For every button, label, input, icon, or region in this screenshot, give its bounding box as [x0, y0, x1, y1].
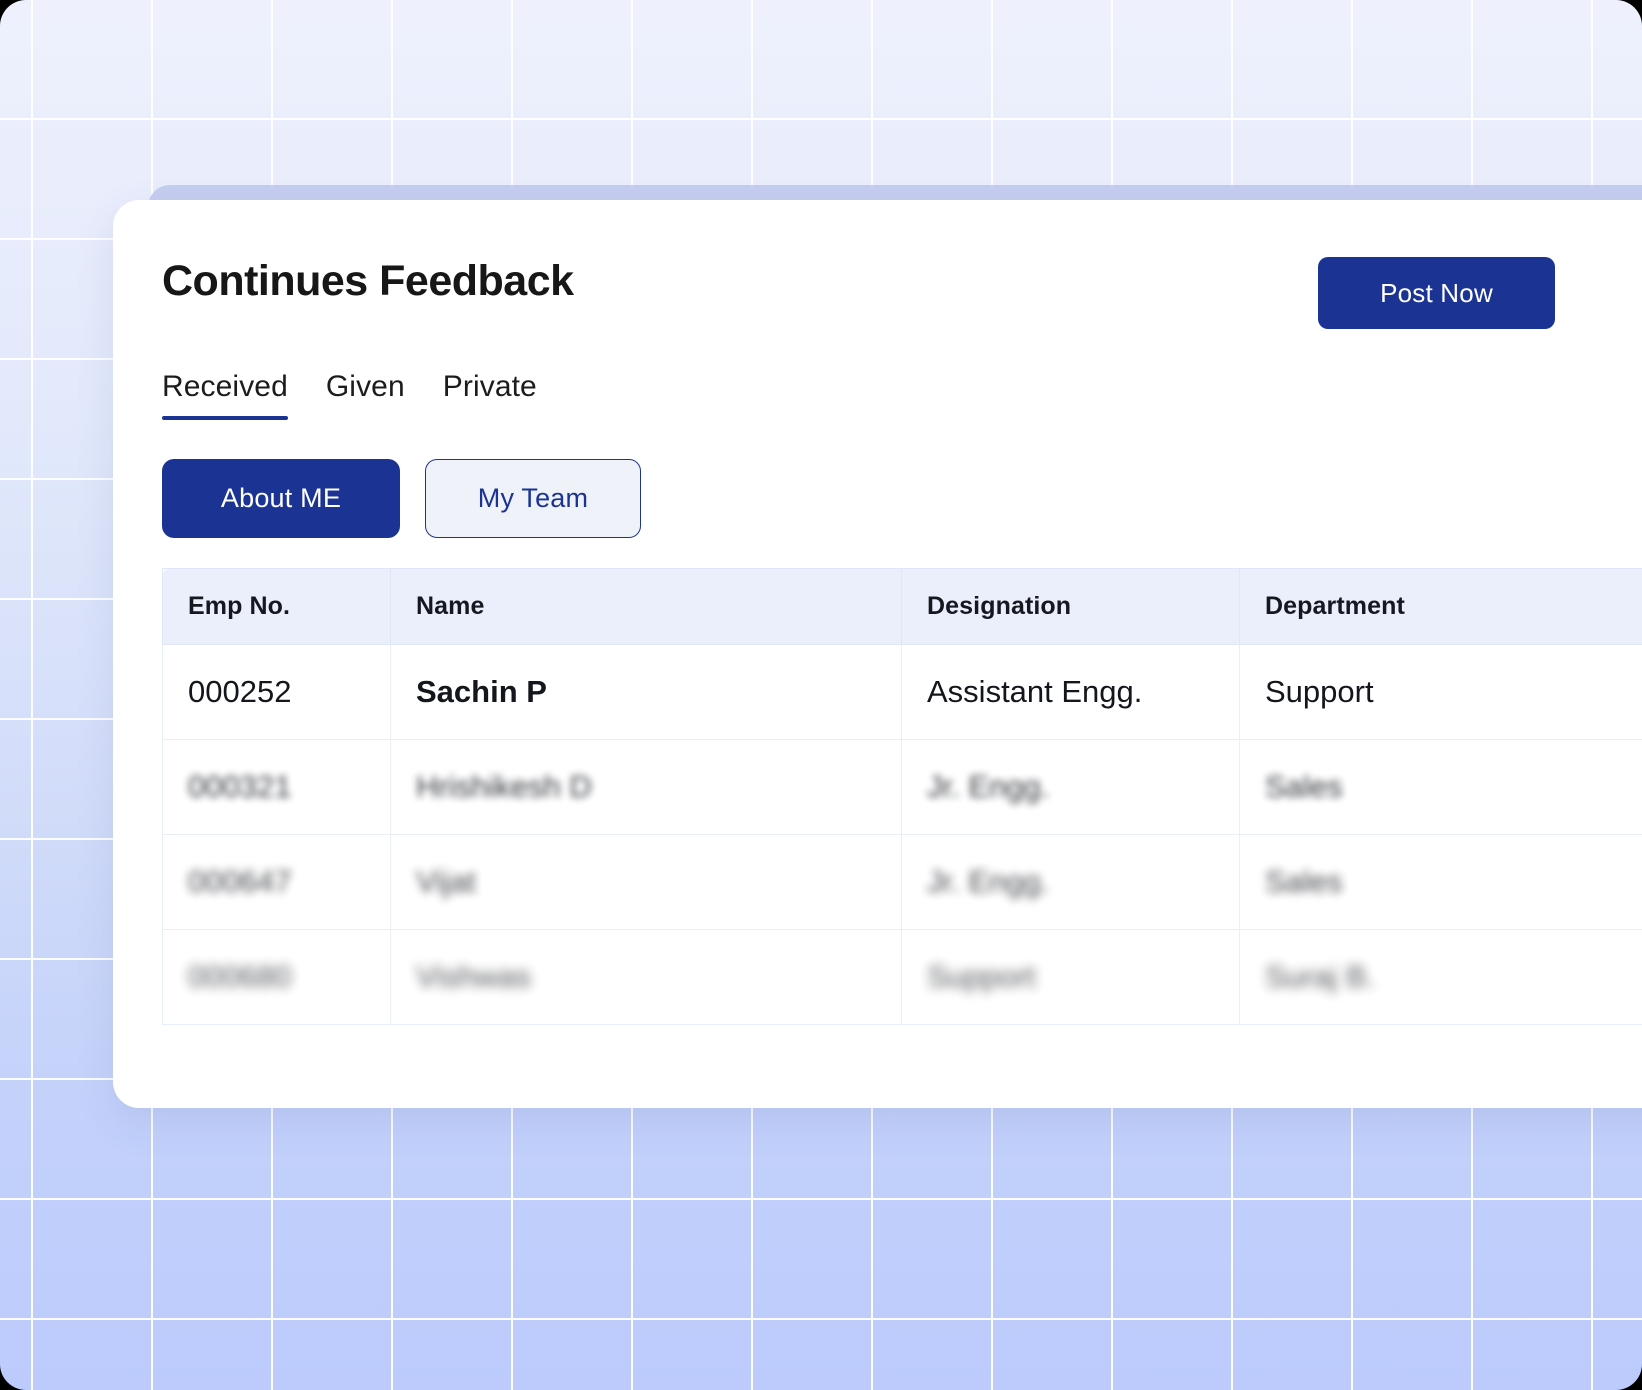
tab-private[interactable]: Private — [442, 370, 537, 403]
employee-table: Emp No. Name Designation Department 0002… — [162, 568, 1642, 1025]
column-header-emp-no[interactable]: Emp No. — [162, 568, 391, 645]
tab-given[interactable]: Given — [325, 370, 405, 403]
cell-name: Vishwas — [390, 929, 902, 1025]
table-row[interactable]: 000680 Vishwas Support Suraj B. — [162, 929, 1642, 1025]
my-team-button[interactable]: My Team — [425, 459, 641, 538]
feedback-card: Continues Feedback Post Now Received Giv… — [113, 200, 1642, 1108]
about-me-button[interactable]: About ME — [162, 459, 400, 538]
post-now-button[interactable]: Post Now — [1318, 257, 1555, 329]
page-title: Continues Feedback — [162, 257, 574, 305]
cell-emp-no: 000252 — [162, 644, 391, 740]
table-row[interactable]: 000647 Vijat Jr. Engg. Sales — [162, 834, 1642, 930]
cell-emp-no: 000680 — [162, 929, 391, 1025]
cell-department: Sales — [1239, 739, 1642, 835]
column-header-department[interactable]: Department — [1239, 568, 1642, 645]
cell-designation: Support — [901, 929, 1240, 1025]
cell-name: Hrishikesh D — [390, 739, 902, 835]
card-header: Continues Feedback Post Now — [113, 200, 1642, 340]
cell-department: Support — [1239, 644, 1642, 740]
column-header-name[interactable]: Name — [390, 568, 902, 645]
cell-department: Sales — [1239, 834, 1642, 930]
cell-emp-no: 000321 — [162, 739, 391, 835]
table-header-row: Emp No. Name Designation Department — [162, 568, 1642, 645]
cell-department: Suraj B. — [1239, 929, 1642, 1025]
cell-designation: Jr. Engg. — [901, 834, 1240, 930]
table-body: 000252 Sachin P Assistant Engg. Support … — [162, 644, 1642, 1025]
cell-emp-no: 000647 — [162, 834, 391, 930]
table-row[interactable]: 000252 Sachin P Assistant Engg. Support — [162, 644, 1642, 740]
cell-designation: Jr. Engg. — [901, 739, 1240, 835]
feedback-tabs: Received Given Private — [162, 370, 537, 420]
column-header-designation[interactable]: Designation — [901, 568, 1240, 645]
tab-received[interactable]: Received — [162, 370, 288, 420]
scope-button-group: About ME My Team — [162, 459, 641, 538]
cell-name: Vijat — [390, 834, 902, 930]
table-row[interactable]: 000321 Hrishikesh D Jr. Engg. Sales — [162, 739, 1642, 835]
cell-designation: Assistant Engg. — [901, 644, 1240, 740]
cell-name: Sachin P — [390, 644, 902, 740]
